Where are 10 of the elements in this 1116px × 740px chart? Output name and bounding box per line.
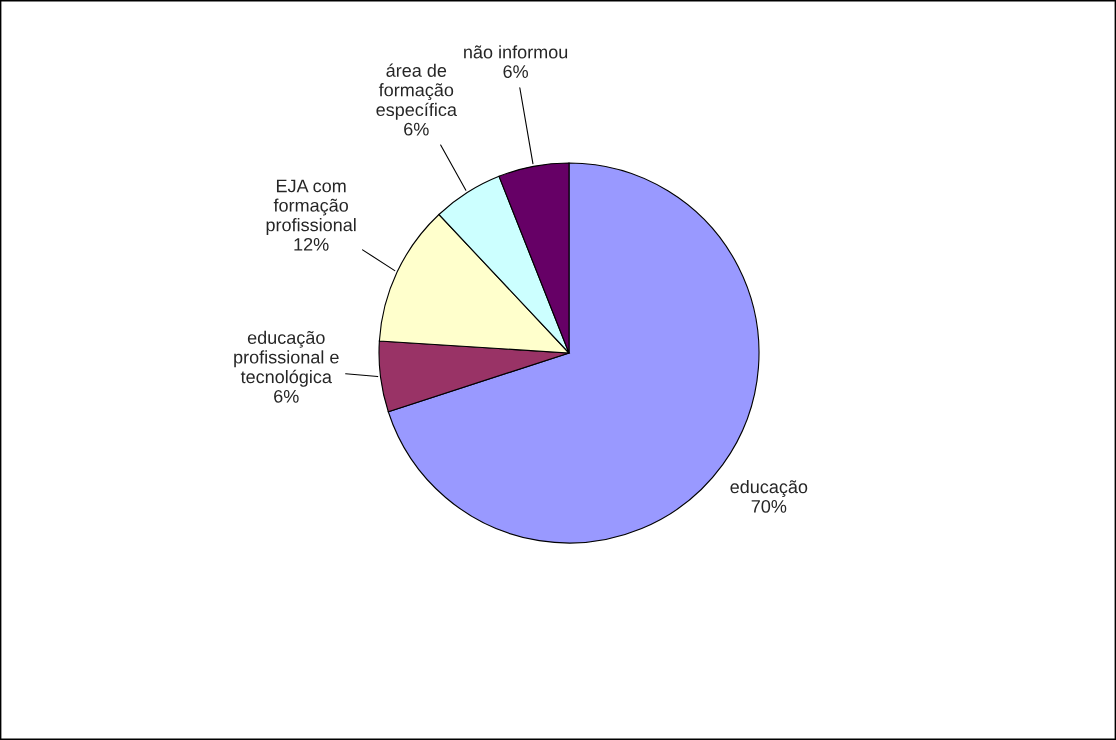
slice-label: EJA com formação profissional (266, 179, 356, 235)
slice-label: educação (730, 480, 808, 497)
slice-label: educação profissional e tecnológica (234, 330, 339, 387)
data-label: 6% (274, 389, 299, 403)
slice-label: área de formação específica (376, 63, 457, 120)
slice-label: não informou (464, 45, 568, 59)
data-label: 6% (503, 65, 528, 78)
data-label: 70% (751, 500, 787, 513)
data-label: 12% (294, 237, 329, 251)
data-label: 6% (404, 122, 429, 136)
